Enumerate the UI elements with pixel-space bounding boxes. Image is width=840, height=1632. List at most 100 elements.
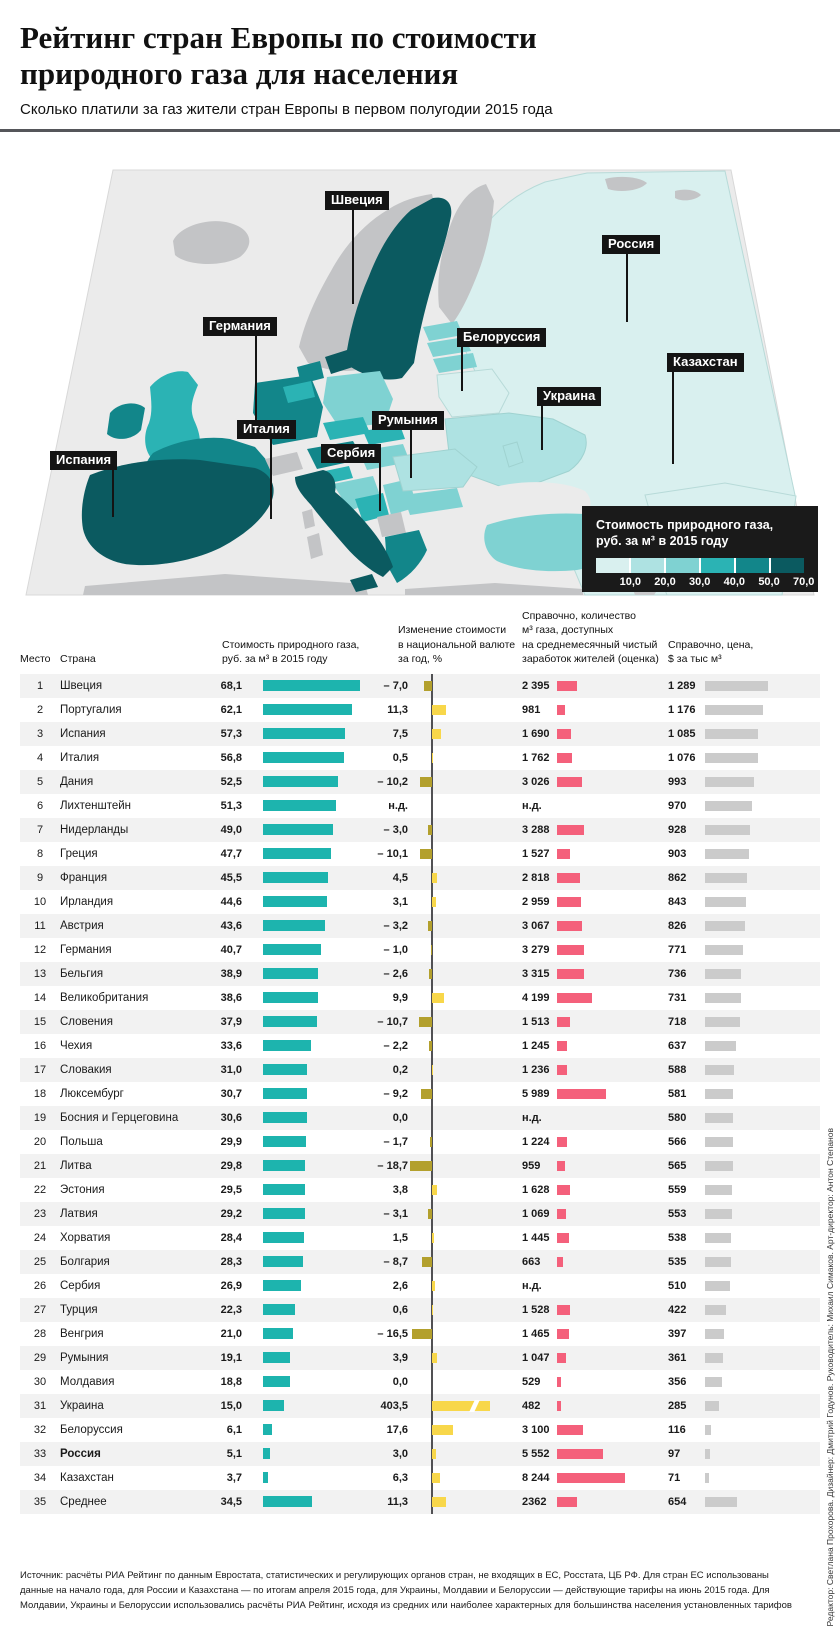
usd-bar bbox=[705, 1233, 732, 1243]
country-cell: Россия bbox=[60, 1442, 222, 1466]
table-row: 33 Россия 5,1 3,0 5 552 97 bbox=[20, 1442, 820, 1466]
map-label-8: Россия bbox=[602, 235, 661, 254]
usd-bar bbox=[705, 705, 763, 715]
price-value: 29,5 bbox=[220, 1184, 242, 1196]
usd-bar bbox=[705, 1041, 737, 1051]
usd-cell: 588 bbox=[668, 1058, 820, 1082]
table-row: 17 Словакия 31,0 0,2 1 236 588 bbox=[20, 1058, 820, 1082]
country-name: Эстония bbox=[60, 1184, 105, 1196]
change-value: – 16,5 bbox=[377, 1328, 408, 1340]
country-cell: Испания bbox=[60, 722, 222, 746]
change-cell: – 18,7 bbox=[377, 1154, 522, 1178]
country-name: Польша bbox=[60, 1136, 103, 1148]
volume-bar bbox=[557, 1473, 625, 1483]
price-bar bbox=[263, 1016, 317, 1027]
rank-cell: 13 bbox=[20, 962, 60, 986]
country-cell: Чехия bbox=[60, 1034, 222, 1058]
rank-value: 29 bbox=[33, 1352, 47, 1364]
volume-value: 1 628 bbox=[522, 1184, 550, 1196]
rank-cell: 19 bbox=[20, 1106, 60, 1130]
volume-cell: 981 bbox=[522, 698, 668, 722]
volume-bar bbox=[557, 1257, 563, 1267]
usd-value: 862 bbox=[668, 872, 687, 884]
usd-value: 654 bbox=[668, 1496, 687, 1508]
usd-bar bbox=[705, 1473, 709, 1483]
map-label-5: Румыния bbox=[372, 411, 444, 430]
north-africa bbox=[83, 574, 583, 595]
usd-value: 1 176 bbox=[668, 704, 696, 716]
usd-cell: 97 bbox=[668, 1442, 820, 1466]
usd-value: 1 076 bbox=[668, 752, 696, 764]
country-name: Бельгия bbox=[60, 968, 104, 980]
rank-value: 17 bbox=[33, 1064, 47, 1076]
change-value: 4,5 bbox=[392, 872, 408, 884]
rank-value: 20 bbox=[33, 1136, 47, 1148]
usd-bar bbox=[705, 1185, 733, 1195]
usd-value: 422 bbox=[668, 1304, 687, 1316]
rank-value: 7 bbox=[36, 824, 44, 836]
volume-bar bbox=[557, 1233, 569, 1243]
country-cell: Турция bbox=[60, 1298, 222, 1322]
change-value: – 3,0 bbox=[383, 824, 408, 836]
price-bar bbox=[263, 1304, 295, 1315]
country-name: Украина bbox=[60, 1400, 104, 1412]
change-cell: – 10,1 bbox=[377, 842, 522, 866]
usd-cell: 116 bbox=[668, 1418, 820, 1442]
change-value: 0,2 bbox=[392, 1064, 408, 1076]
change-bar bbox=[421, 1257, 432, 1267]
change-bar bbox=[432, 897, 436, 907]
change-bar bbox=[432, 1353, 437, 1363]
change-axis-line bbox=[431, 674, 433, 1514]
map-canvas bbox=[25, 169, 815, 596]
country-switzerland bbox=[265, 452, 303, 476]
volume-cell: 1 445 bbox=[522, 1226, 668, 1250]
country-netherlands bbox=[297, 361, 324, 384]
usd-bar bbox=[705, 681, 768, 691]
rank-value: 2 bbox=[36, 704, 44, 716]
country-estonia bbox=[423, 321, 463, 341]
change-bar bbox=[432, 753, 433, 763]
country-name: Белоруссия bbox=[60, 1424, 123, 1436]
rank-cell: 7 bbox=[20, 818, 60, 842]
price-cell: 38,9 bbox=[221, 962, 398, 986]
table-row: 19 Босния и Герцеговина 30,6 0,0 н.д. 580 bbox=[20, 1106, 820, 1130]
change-cell: – 2,6 bbox=[384, 962, 522, 986]
map-label-line-8 bbox=[626, 254, 628, 322]
rank-cell: 1 bbox=[20, 674, 60, 698]
country-cell: Франция bbox=[60, 866, 222, 890]
change-cell: – 2,2 bbox=[384, 1034, 522, 1058]
change-bar bbox=[432, 1449, 436, 1459]
change-cell: 0,5 bbox=[393, 746, 522, 770]
price-bar bbox=[263, 680, 360, 691]
volume-bar bbox=[557, 1137, 568, 1147]
usd-value: 538 bbox=[668, 1232, 687, 1244]
price-bar bbox=[263, 872, 328, 883]
change-cell: – 16,5 bbox=[377, 1322, 522, 1346]
volume-cell: 1 236 bbox=[522, 1058, 668, 1082]
price-bar bbox=[263, 992, 318, 1003]
country-cell: Португалия bbox=[60, 698, 222, 722]
usd-value: 285 bbox=[668, 1400, 687, 1412]
rank-value: 22 bbox=[33, 1184, 47, 1196]
country-cell: Казахстан bbox=[60, 1466, 222, 1490]
rank-value: 1 bbox=[36, 680, 44, 692]
volume-bar bbox=[557, 1041, 568, 1051]
rank-cell: 21 bbox=[20, 1154, 60, 1178]
volume-cell: 2362 bbox=[522, 1490, 668, 1514]
change-value: 11,3 bbox=[387, 704, 408, 716]
usd-cell: 970 bbox=[668, 794, 820, 818]
change-bar bbox=[432, 1401, 490, 1411]
volume-bar bbox=[557, 1377, 562, 1387]
change-bar bbox=[430, 945, 432, 955]
price-bar bbox=[263, 1448, 271, 1459]
country-greece bbox=[385, 530, 427, 583]
volume-cell: 3 100 bbox=[522, 1418, 668, 1442]
price-cell: 43,6 bbox=[221, 914, 398, 938]
usd-bar bbox=[705, 1209, 732, 1219]
usd-bar bbox=[705, 1257, 732, 1267]
price-cell: 37,9 bbox=[221, 1010, 398, 1034]
price-value: 37,9 bbox=[220, 1016, 242, 1028]
volume-bar bbox=[557, 969, 585, 979]
change-cell: 2,6 bbox=[393, 1274, 522, 1298]
usd-value: 397 bbox=[668, 1328, 687, 1340]
